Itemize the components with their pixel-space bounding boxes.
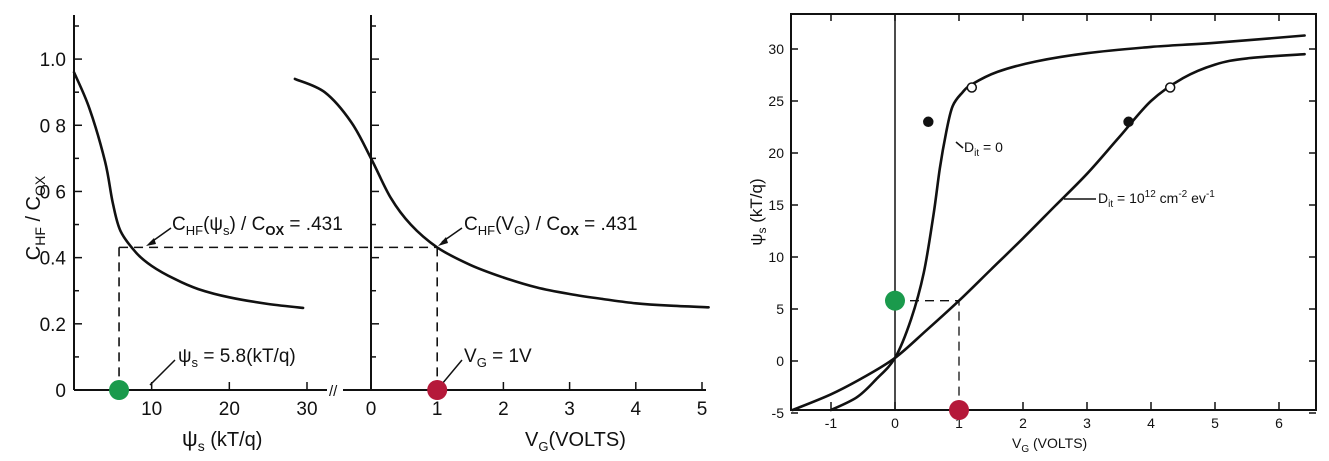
right-y-tick-label: 30 (768, 41, 784, 57)
annotation-arrow-vg-val (441, 359, 463, 385)
ann-dit12: Dit = 1012 cm-2 ev-1 (1098, 189, 1215, 210)
right-x-tick-label: 0 (891, 415, 899, 431)
right-panel: -5 0 5 10 15 20 25 30 -1 0 1 2 3 4 5 6 Dit = 0 Dit = 1… (747, 13, 1317, 455)
left-y-tick-label: 1.0 (40, 50, 66, 71)
vg-x-tick-label: 5 (697, 399, 708, 420)
dashed-guide-431 (118, 246, 438, 390)
annotation-arrow-psi-val (149, 359, 176, 386)
right-y-tick-label: 0 (776, 353, 784, 369)
left-y-tick-label: 0 6 (40, 182, 66, 203)
vg-x-axis-label: VG(VOLTS) (525, 429, 626, 454)
left-y-tick-label: 0 (55, 381, 66, 402)
left-y-tick-label: 0.4 (40, 249, 67, 270)
right-y-tick-label: 20 (768, 145, 784, 161)
vg-x-tick-label: 0 (366, 399, 377, 420)
right-x-tick-label: 3 (1083, 415, 1091, 431)
ann-vg-val: VG = 1V (464, 346, 532, 370)
open-point (1164, 82, 1176, 93)
right-x-tick-label: 6 (1275, 415, 1283, 431)
right-y-tick-label: 15 (768, 197, 784, 213)
vg-x-tick-label: 1 (432, 399, 443, 420)
marker-red-right (949, 400, 969, 420)
curve-dit-1e12 (791, 52, 1306, 412)
ann-psi-val: ψs = 5.8(kT/q) (178, 346, 296, 370)
left-y-axis-label: CHF / COX (23, 175, 48, 260)
right-x-axis-label: VG (VOLTS) (1012, 435, 1087, 455)
vg-x-tick-label: 2 (498, 399, 509, 420)
vg-x-tick-label: 3 (564, 399, 575, 420)
left-y-tick-label: 0 8 (40, 116, 66, 137)
psi-x-tick-label: 30 (296, 399, 317, 420)
marker-green-right (885, 290, 905, 311)
solid-point (1123, 116, 1134, 128)
right-y-tick-label: 5 (776, 301, 784, 317)
right-points (923, 82, 1176, 128)
open-point (966, 82, 978, 93)
right-y-tick-label: 10 (768, 249, 784, 265)
left-y-tick-label: 0.2 (40, 315, 66, 336)
ann-chf-psi: CHF(ψs) / COX = .431 (172, 214, 343, 238)
arrowhead-vg (438, 237, 448, 246)
right-y-tick-label: 25 (768, 93, 784, 109)
ann-chf-vg: CHF(VG) / COX = .431 (464, 214, 638, 238)
right-plot-frame (790, 13, 1317, 411)
leader-dit0 (955, 141, 964, 149)
left-y-ticks: 0 0.2 0.4 0 6 0 8 1.0 (40, 25, 379, 402)
dashed-guide-right (895, 300, 960, 410)
right-y-axis-label: ψs (kT/q) (747, 178, 769, 245)
curve-chf-psi (72, 71, 305, 310)
right-y-ticks: -5 0 5 10 15 20 25 30 (768, 41, 1316, 421)
vg-x-tick-label: 4 (631, 399, 642, 420)
arrowhead-psi (146, 238, 156, 246)
psi-x-ticks: 10 20 30 (141, 382, 318, 420)
psi-x-axis-label: ψs (kT/q) (182, 426, 262, 454)
axis-break-mark: // (329, 383, 338, 400)
vg-x-ticks: 0 1 2 3 4 5 (366, 382, 708, 420)
marker-red-vg (427, 380, 448, 400)
ann-dit0: Dit = 0 (964, 139, 1003, 159)
right-y-tick-label: -5 (772, 405, 785, 421)
marker-green-psi (109, 380, 130, 400)
right-x-tick-label: -1 (825, 415, 838, 431)
right-x-tick-label: 4 (1147, 415, 1155, 431)
psi-x-tick-label: 20 (219, 399, 240, 420)
solid-point (923, 116, 934, 128)
right-x-tick-label: 2 (1019, 415, 1027, 431)
left-panel: // 0 0.2 0.4 0 6 0 8 1.0 10 20 30 0 1 2 3 4 5 CHF / … (23, 15, 710, 454)
right-x-tick-label: 1 (955, 415, 963, 431)
right-x-tick-label: 5 (1211, 415, 1219, 431)
right-x-ticks: -1 0 1 2 3 4 5 6 (825, 14, 1283, 431)
curve-chf-vg (293, 77, 710, 309)
psi-x-tick-label: 10 (141, 399, 162, 420)
